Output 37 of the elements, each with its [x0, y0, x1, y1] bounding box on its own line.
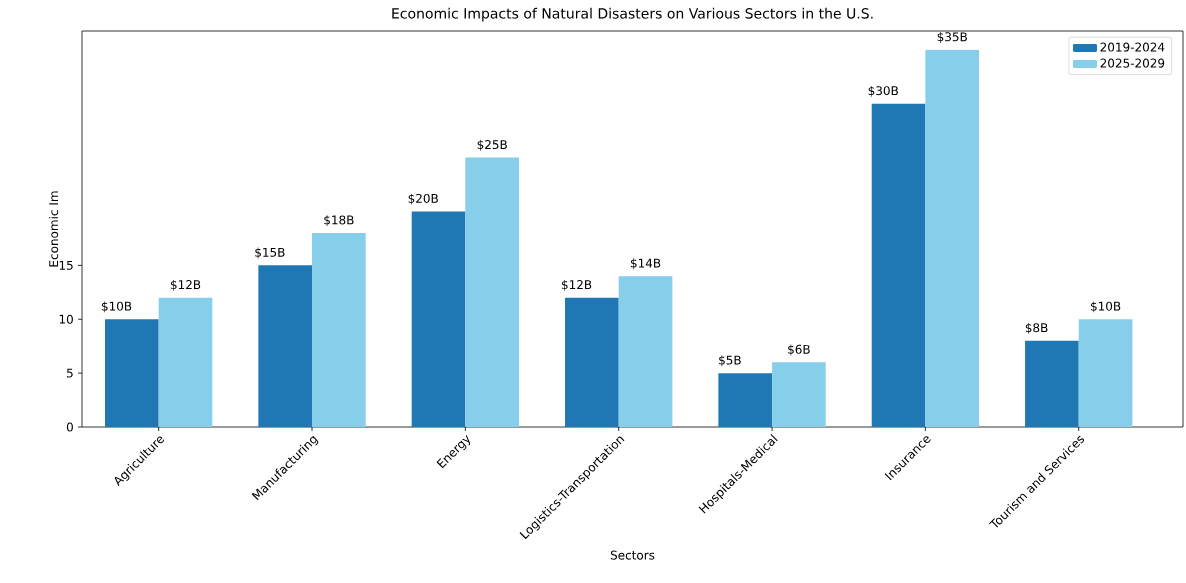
- data-label: $14B: [630, 258, 661, 270]
- data-label: $10B: [1091, 301, 1121, 313]
- data-label: $25B: [477, 139, 507, 151]
- bar: [312, 233, 366, 427]
- y-axis-title: Economic Im: [48, 191, 59, 267]
- bar: [925, 49, 980, 427]
- data-label: $35B: [937, 32, 967, 43]
- y-tick-label: 15: [59, 260, 73, 270]
- data-label: $12B: [170, 279, 201, 291]
- bar: [1025, 340, 1079, 427]
- legend-label: 2025-2029: [1100, 58, 1165, 68]
- data-label: $10B: [101, 301, 132, 313]
- bar: [565, 297, 619, 427]
- chart-title: Economic Impacts of Natural Disasters on Various Sectors in the U.S.: [392, 7, 873, 22]
- bar: [258, 265, 313, 427]
- bar: [1078, 319, 1133, 427]
- legend-label: 2019-2024: [1100, 42, 1165, 52]
- bar: [618, 276, 673, 427]
- y-tick-label: 0: [66, 422, 73, 432]
- data-label: $8B: [1025, 322, 1048, 334]
- data-label: $30B: [868, 85, 898, 97]
- y-tick-label: 5: [67, 368, 73, 378]
- bar: [465, 157, 520, 427]
- data-label: $6B: [788, 344, 810, 356]
- data-label: $12B: [561, 279, 592, 291]
- data-label: $18B: [324, 215, 354, 227]
- x-axis-title: Sectors: [610, 550, 655, 560]
- data-label: $15B: [255, 247, 285, 259]
- data-label: $20B: [408, 193, 438, 205]
- data-label: $5B: [719, 355, 741, 367]
- bar: [158, 297, 213, 427]
- bar: [411, 211, 466, 427]
- y-tick-label: 10: [59, 314, 73, 324]
- bar: [871, 103, 926, 427]
- bar: [772, 362, 826, 427]
- bar: [105, 319, 159, 427]
- bar: [718, 373, 773, 427]
